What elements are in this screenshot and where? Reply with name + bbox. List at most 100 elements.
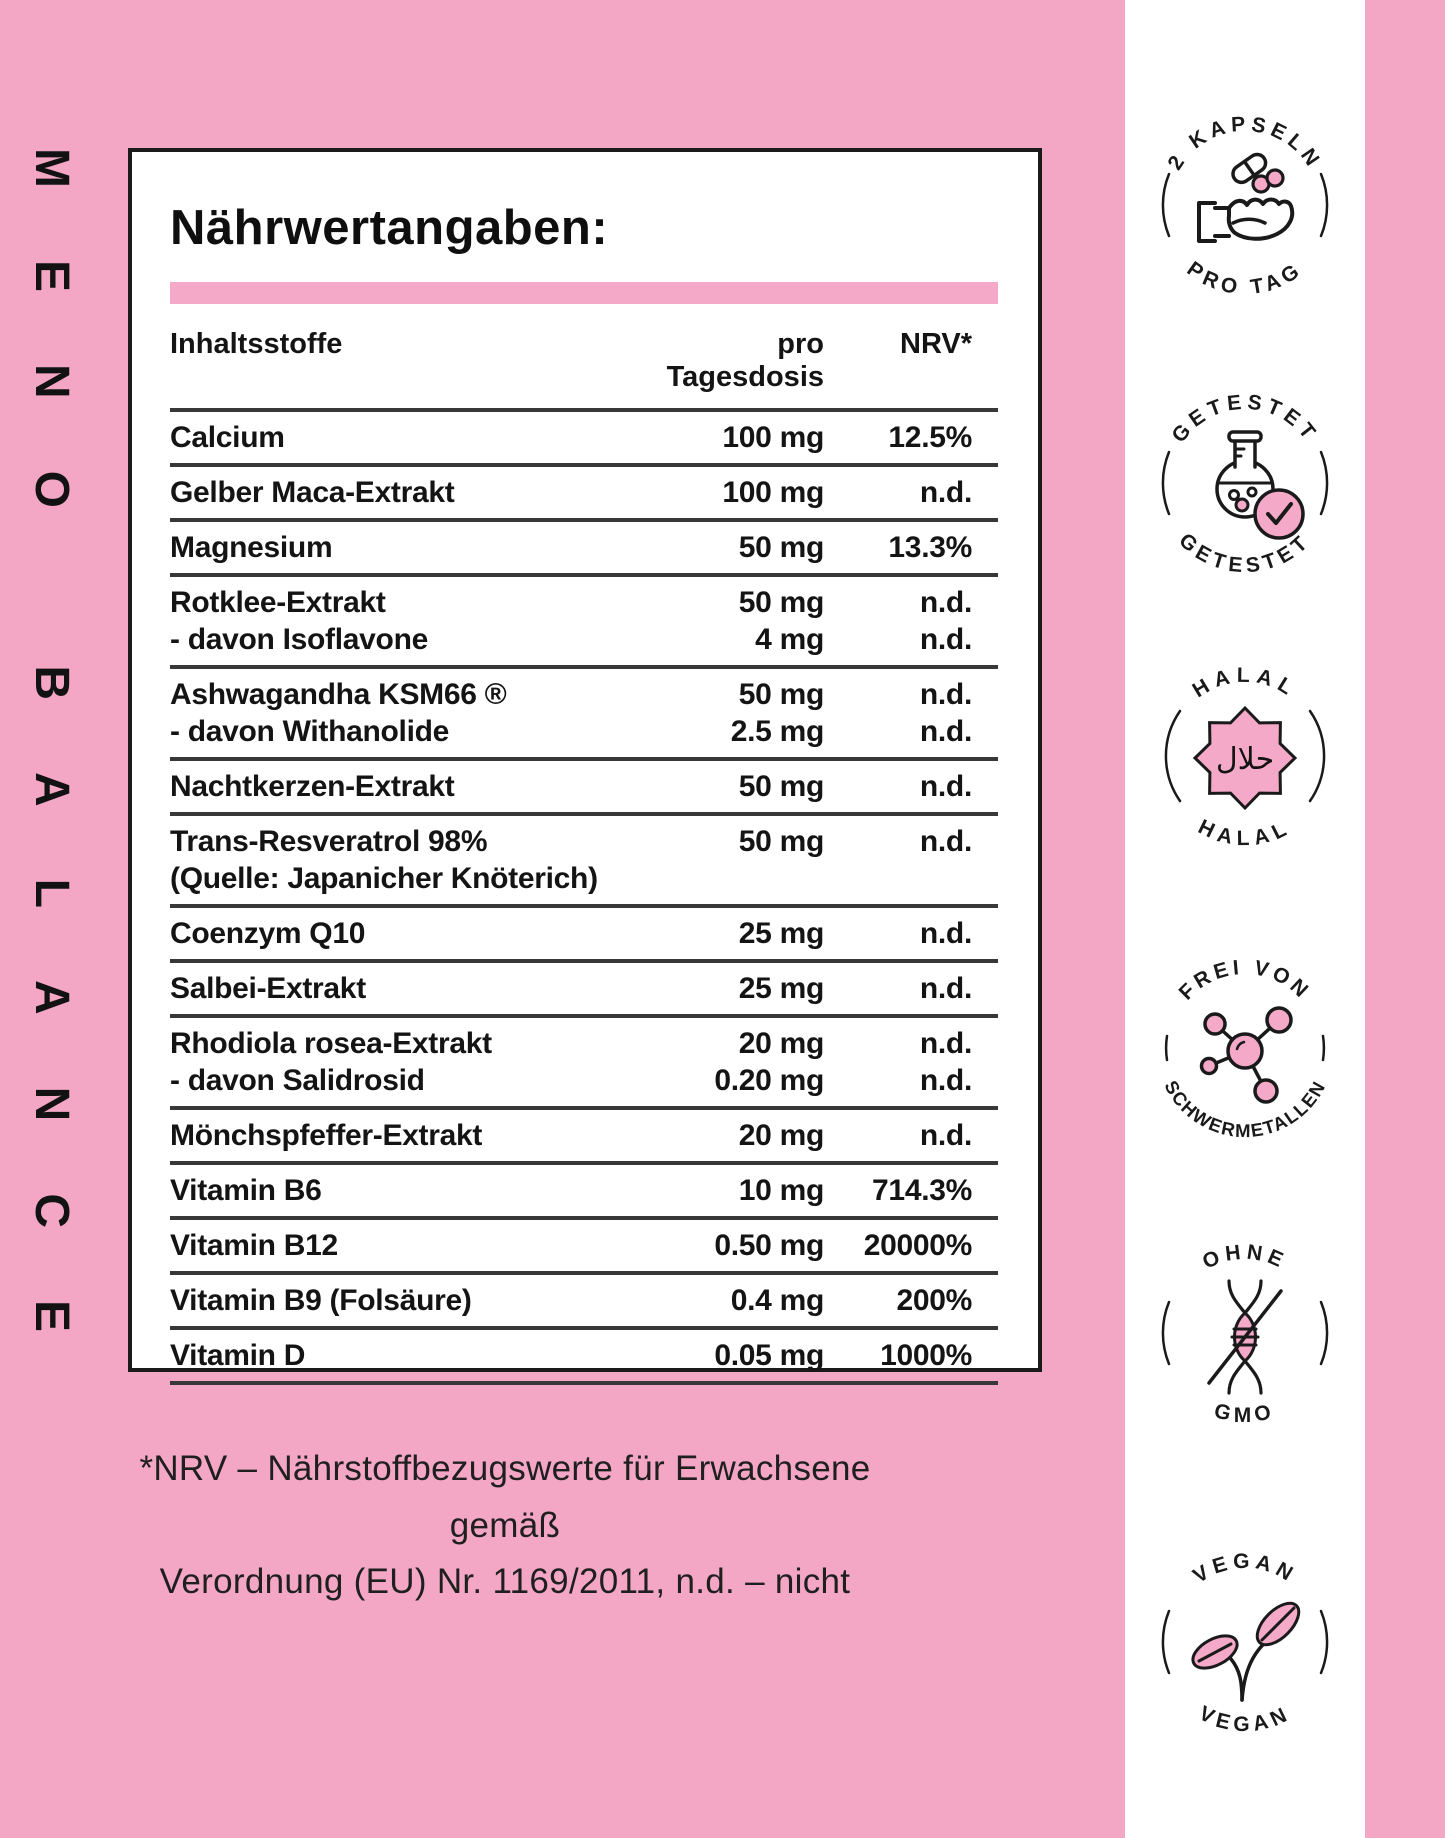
nrv-value: n.d. [919,586,972,619]
ingredient-name: Rhodiola rosea-Extrakt [170,1027,492,1060]
nrv-value: n.d. [919,715,972,748]
svg-text:OHNE: OHNE [1199,1240,1291,1273]
table-row: Calcium 100 mg 12.5% [170,412,998,467]
nrv-value: 200% [896,1284,972,1317]
molecule-icon [1199,1006,1293,1104]
ingredient-name: Ashwagandha KSM66 ® [170,678,507,711]
nrv-value: n.d. [919,770,972,803]
ingredient-name: Gelber Maca-Extrakt [170,476,455,509]
table-row-line: Vitamin B6 10 mg 714.3% [170,1172,972,1209]
column-ingredient: Inhaltsstoffe [170,328,343,360]
amount-value: 50 mg [738,825,825,858]
table-row: Vitamin B6 10 mg 714.3% [170,1165,998,1220]
svg-text:PRO TAG: PRO TAG [1183,257,1308,299]
table-row-line: Vitamin D 0.05 mg 1000% [170,1337,972,1374]
ingredient-name: Vitamin B6 [170,1174,322,1207]
halal-arabic-text: حلال [1216,742,1274,777]
svg-text:GMO: GMO [1212,1399,1278,1427]
nrv-value: 1000% [880,1339,972,1372]
ingredient-name: Magnesium [170,531,333,564]
svg-text:GETESTET: GETESTET [1174,529,1315,578]
ingredient-name: Coenzym Q10 [170,917,366,950]
badge-capsules-per-day: 2 KAPSELN PRO TAG [1145,105,1345,305]
ingredient-name: - davon Withanolide [170,715,450,748]
table-row-line: Vitamin B12 0.50 mg 20000% [170,1227,972,1264]
ingredient-name: Salbei-Extrakt [170,972,366,1005]
ingredient-name: Mönchspfeffer-Extrakt [170,1119,483,1152]
nrv-value: n.d. [919,972,972,1005]
amount-value: 50 mg [738,678,825,711]
table-row: Vitamin B9 (Folsäure) 0.4 mg 200% [170,1275,998,1330]
amount-value: 2.5 mg [730,715,825,748]
table-row: Gelber Maca-Extrakt 100 mg n.d. [170,467,998,522]
badge-lab-tested: GETESTET GETESTET [1145,383,1345,583]
table-row-line: Calcium 100 mg 12.5% [170,419,972,456]
amount-value: 100 mg [722,421,824,454]
table-row-line: Rotklee-Extrakt 50 mg n.d. [170,584,972,621]
table-row-line: Ashwagandha KSM66 ® 50 mg n.d. [170,676,972,713]
pink-divider [170,282,998,304]
nutrition-table: Calcium 100 mg 12.5% Gelber Maca-Extrakt 100… [170,412,998,1385]
table-row-line: Nachtkerzen-Extrakt 50 mg n.d. [170,768,972,805]
nrv-value: n.d. [919,476,972,509]
svg-text:HALAL: HALAL [1189,664,1302,703]
amount-value: 50 mg [738,586,825,619]
table-row: Ashwagandha KSM66 ® 50 mg n.d. - davon With… [170,669,998,761]
ingredient-name: (Quelle: Japanicher Knöterich) [170,862,598,895]
nrv-value: n.d. [919,678,972,711]
nrv-value [824,860,972,897]
sprout-icon [1191,1601,1301,1702]
amount-value: 25 mg [738,972,825,1005]
svg-text:SCHWERMETALLEN: SCHWERMETALLEN [1160,1077,1329,1141]
ingredient-name: - davon Salidrosid [170,1064,425,1097]
table-row-line: Gelber Maca-Extrakt 100 mg n.d. [170,474,972,511]
table-row: Magnesium 50 mg 13.3% [170,522,998,577]
amount-value: 0.4 mg [730,1284,825,1317]
nrv-value: n.d. [919,1119,972,1152]
flask-check-icon [1215,430,1305,540]
svg-text:VEGAN: VEGAN [1189,1550,1301,1588]
table-header: Inhaltsstoffe pro Tagesdosis NRV* [170,304,998,412]
nrv-footnote: *NRV – Nährstoffbezugswerte für Erwachse… [85,1441,925,1611]
svg-text:HALAL: HALAL [1195,815,1296,850]
ingredient-name: Vitamin D [170,1339,306,1372]
table-row-line: Trans-Resveratrol 98% 50 mg n.d. [170,823,972,860]
table-row: Trans-Resveratrol 98% 50 mg n.d. (Quelle: J… [170,816,998,908]
badge-halal: HALAL HALAL حلال [1145,656,1345,856]
ingredient-name: Vitamin B12 [170,1229,338,1262]
table-row: Salbei-Extrakt 25 mg n.d. [170,963,998,1018]
table-row-line: Magnesium 50 mg 13.3% [170,529,972,566]
svg-text:VEGAN: VEGAN [1195,1702,1294,1736]
nrv-value: 13.3% [888,531,972,564]
brand-title: MENO BALANCE [25,148,78,1404]
ingredient-name: Trans-Resveratrol 98% [170,825,488,858]
table-row: Vitamin D 0.05 mg 1000% [170,1330,998,1385]
ingredient-name: Rotklee-Extrakt [170,586,386,619]
table-row-line: Salbei-Extrakt 25 mg n.d. [170,970,972,1007]
footnote-line-2: Verordnung (EU) Nr. 1169/2011, n.d. – ni… [159,1562,851,1602]
nrv-value: n.d. [919,825,972,858]
ingredient-name: Nachtkerzen-Extrakt [170,770,455,803]
badge-vegan: VEGAN VEGAN [1145,1542,1345,1742]
hand-pills-icon [1197,152,1295,243]
amount-value: 25 mg [738,917,825,950]
ingredient-name: Vitamin B9 (Folsäure) [170,1284,472,1317]
badge-gmo-free: OHNE GMO [1145,1233,1345,1433]
table-row-line: - davon Isoflavone 4 mg n.d. [170,621,972,658]
amount-value: 4 mg [755,623,824,656]
amount-value: 50 mg [738,770,825,803]
amount-value: 20 mg [738,1119,825,1152]
table-row-line: Rhodiola rosea-Extrakt 20 mg n.d. [170,1025,972,1062]
panel-title: Nährwertangaben: [170,201,609,255]
ingredient-name: Calcium [170,421,285,454]
badge-sidebar: 2 KAPSELN PRO TAG [1125,0,1365,1838]
dna-crossed-icon [1207,1279,1283,1395]
table-row-line: (Quelle: Japanicher Knöterich) [170,860,972,897]
nrv-value: 714.3% [872,1174,972,1207]
badge-free-of-heavy-metals: FREI VON SCHWERMETALLEN [1145,948,1345,1148]
nrv-value: n.d. [919,1064,972,1097]
table-row-line: - davon Salidrosid 0.20 mg n.d. [170,1062,972,1099]
nrv-value: n.d. [919,917,972,950]
nrv-value: 20000% [863,1229,973,1262]
table-row-line: Coenzym Q10 25 mg n.d. [170,915,972,952]
